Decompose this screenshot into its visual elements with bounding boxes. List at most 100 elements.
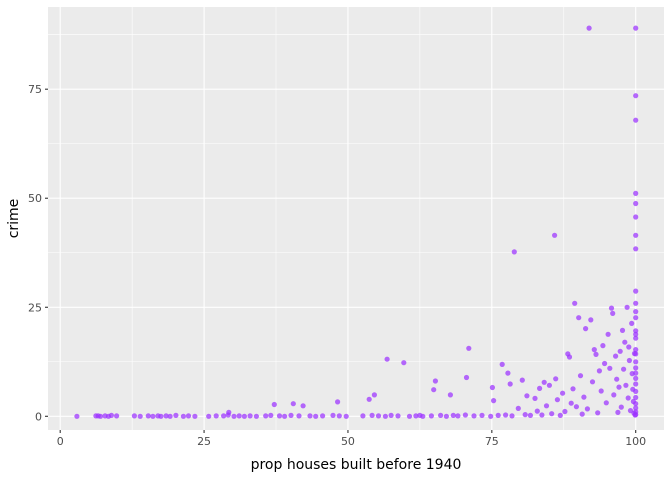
data-point [584, 406, 591, 412]
data-point [213, 413, 219, 419]
data-point [586, 25, 592, 31]
x-tick-label: 50 [341, 435, 355, 448]
data-point [271, 401, 277, 408]
y-tick-label: 25 [28, 301, 42, 314]
data-point [570, 386, 576, 392]
data-point [598, 388, 604, 394]
data-point [395, 413, 401, 419]
data-point [616, 384, 622, 390]
data-point [573, 404, 580, 410]
plot-panel [48, 7, 664, 430]
data-point [633, 190, 639, 196]
data-point [471, 413, 477, 419]
data-point [633, 331, 639, 337]
data-point [572, 300, 578, 306]
y-tick-label: 0 [35, 410, 42, 423]
data-point [633, 246, 639, 252]
data-point [557, 412, 563, 418]
data-point [519, 377, 525, 383]
data-point [307, 413, 313, 419]
data-point [607, 365, 613, 371]
data-point [167, 413, 173, 419]
data-point [330, 412, 336, 418]
data-point [593, 351, 599, 357]
data-point [613, 353, 619, 359]
data-point [150, 413, 156, 419]
data-point [562, 408, 568, 415]
data-point [546, 382, 553, 388]
data-point [382, 413, 388, 419]
data-point [145, 413, 151, 419]
data-point [221, 413, 227, 419]
data-point [633, 375, 639, 381]
data-point [336, 413, 342, 419]
data-point [360, 413, 366, 419]
y-tick-label: 50 [28, 192, 42, 205]
data-point [633, 401, 639, 407]
data-point [621, 366, 627, 372]
data-point [343, 413, 349, 419]
data-point [320, 413, 326, 419]
data-point [276, 413, 283, 419]
data-point [489, 384, 495, 391]
data-point [450, 412, 456, 418]
data-point [369, 412, 375, 418]
x-axis-ticks: 0 25 50 75 100 [57, 430, 646, 448]
data-point [438, 412, 444, 418]
data-point [114, 413, 120, 419]
data-point [505, 370, 511, 376]
data-point [491, 398, 497, 404]
data-point [625, 395, 631, 401]
data-point [288, 412, 294, 418]
data-point [527, 412, 534, 418]
data-point [633, 365, 639, 371]
data-point [74, 413, 80, 419]
data-point [420, 413, 426, 419]
data-point [610, 310, 616, 316]
data-point [539, 412, 545, 418]
data-point [543, 403, 550, 409]
data-point [633, 300, 639, 306]
data-point [626, 344, 632, 350]
data-point [108, 412, 114, 418]
data-point [633, 232, 639, 238]
data-point [537, 385, 543, 391]
data-point [619, 327, 626, 333]
data-point [623, 382, 629, 388]
x-tick-label: 100 [625, 435, 646, 448]
data-point [375, 413, 382, 419]
data-point [247, 413, 253, 419]
data-point [600, 343, 606, 349]
data-point [180, 413, 186, 419]
data-point [633, 405, 639, 411]
x-tick-label: 0 [57, 435, 64, 448]
data-point [97, 413, 104, 419]
data-point [615, 409, 621, 415]
data-point [253, 413, 259, 419]
data-point [596, 368, 603, 374]
data-point [552, 232, 558, 238]
x-tick-label: 25 [197, 435, 211, 448]
data-point [236, 413, 242, 419]
data-point [591, 347, 597, 353]
data-point [633, 335, 639, 341]
data-point [633, 388, 639, 394]
data-point [633, 370, 639, 376]
data-point [185, 413, 192, 419]
data-point [290, 401, 296, 407]
data-point [296, 413, 302, 419]
data-point [554, 397, 561, 403]
data-point [605, 331, 611, 337]
data-point [633, 394, 639, 401]
data-point [633, 351, 639, 357]
data-point [384, 356, 390, 362]
data-point [206, 413, 212, 419]
data-point [163, 413, 169, 419]
data-point [366, 396, 372, 402]
data-point [371, 392, 377, 398]
data-point [568, 400, 574, 406]
data-point [566, 354, 573, 360]
data-point [428, 413, 434, 419]
data-point [524, 393, 530, 399]
